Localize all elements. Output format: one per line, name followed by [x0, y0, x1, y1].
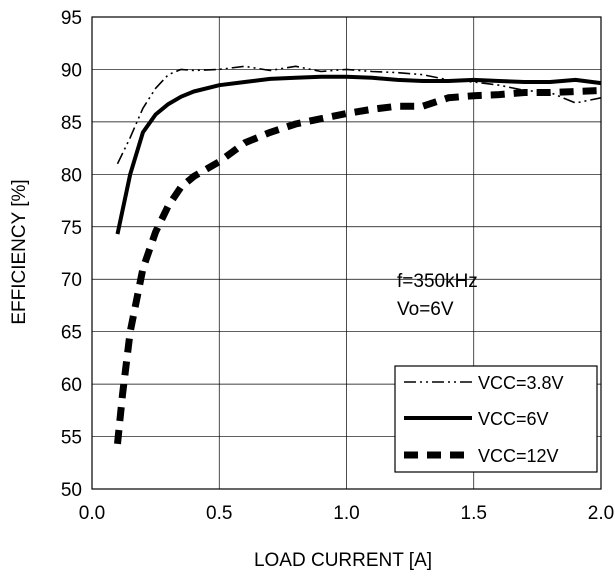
- y-tick-label: 85: [61, 113, 82, 134]
- legend: VCC=3.8V VCC=6V VCC=12V: [394, 365, 598, 473]
- x-tick-label: 0.0: [79, 503, 105, 524]
- series-line-vcc-3-8v: [116, 65, 602, 165]
- legend-label-vcc-6v: VCC=6V: [478, 409, 549, 429]
- y-tick-labels: 50 55 60 65 70 75 80 85 90 95: [61, 8, 82, 501]
- x-tick-labels: 0.0 0.5 1.0 1.5 2.0: [79, 503, 614, 524]
- annotation-output-voltage: Vo=6V: [397, 299, 454, 320]
- y-tick-label: 75: [61, 218, 82, 239]
- legend-label-vcc-12v: VCC=12V: [478, 446, 559, 466]
- x-tick-label: 1.0: [333, 503, 359, 524]
- y-axis-label: EFFICIENCY [%]: [9, 179, 30, 324]
- x-axis-label: LOAD CURRENT [A]: [254, 550, 432, 571]
- series-line-vcc-12v: [114, 86, 602, 445]
- legend-label-vcc-3-8v: VCC=3.8V: [478, 373, 564, 393]
- y-tick-label: 65: [61, 323, 82, 344]
- x-tick-label: 2.0: [588, 503, 614, 524]
- y-tick-label: 90: [61, 60, 82, 81]
- y-tick-label: 95: [61, 8, 82, 29]
- y-tick-label: 50: [61, 480, 82, 501]
- y-tick-label: 80: [61, 165, 82, 186]
- series-line-vcc-6v: [115, 74, 602, 235]
- y-tick-label: 55: [61, 428, 82, 449]
- x-tick-label: 1.5: [461, 503, 487, 524]
- annotation-frequency: f=350kHz: [397, 271, 478, 292]
- y-tick-label: 70: [61, 270, 82, 291]
- series-lines: [114, 65, 602, 445]
- plot-frame: [91, 16, 602, 490]
- y-tick-label: 60: [61, 375, 82, 396]
- x-tick-label: 0.5: [206, 503, 232, 524]
